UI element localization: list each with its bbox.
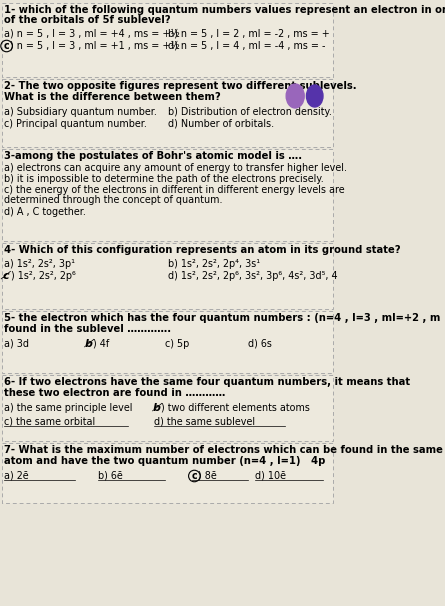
Text: ) two different elements atoms: ) two different elements atoms bbox=[161, 403, 310, 413]
Text: a) 3d: a) 3d bbox=[4, 339, 29, 349]
Text: c) the same orbital: c) the same orbital bbox=[4, 417, 95, 427]
Text: c̸: c̸ bbox=[4, 271, 10, 281]
Text: of the orbitals of 5f sublevel?: of the orbitals of 5f sublevel? bbox=[4, 15, 170, 25]
Text: d) 10ē: d) 10ē bbox=[255, 471, 287, 481]
Text: c: c bbox=[4, 41, 9, 51]
Text: b) Distribution of electron density.: b) Distribution of electron density. bbox=[167, 107, 332, 117]
Ellipse shape bbox=[307, 85, 323, 107]
Text: What is the difference between them?: What is the difference between them? bbox=[4, 92, 221, 102]
Text: 6- If two electrons have the same four quantum numbers, it means that: 6- If two electrons have the same four q… bbox=[4, 377, 410, 387]
Text: d) 6s: d) 6s bbox=[248, 339, 272, 349]
FancyBboxPatch shape bbox=[1, 79, 333, 147]
FancyBboxPatch shape bbox=[1, 3, 333, 77]
Text: atom and have the two quantum number (n=4 , l=1)   4p: atom and have the two quantum number (n=… bbox=[4, 456, 325, 466]
Text: 2- The two opposite figures represent two different sublevels.: 2- The two opposite figures represent tw… bbox=[4, 81, 356, 91]
Text: 1- which of the following quantum numbers values represent an electron in one: 1- which of the following quantum number… bbox=[4, 5, 445, 15]
Text: a) the same principle level: a) the same principle level bbox=[4, 403, 132, 413]
Text: b) n = 5 , l = 2 , ml = -2 , ms = +: b) n = 5 , l = 2 , ml = -2 , ms = + bbox=[167, 28, 329, 38]
Text: d) Number of orbitals.: d) Number of orbitals. bbox=[167, 119, 274, 129]
Text: c) the energy of the electrons in different in different energy levels are: c) the energy of the electrons in differ… bbox=[4, 185, 344, 195]
Text: b̸: b̸ bbox=[86, 339, 94, 349]
Text: determined through the concept of quantum.: determined through the concept of quantu… bbox=[4, 195, 222, 205]
Text: c) 5p: c) 5p bbox=[165, 339, 190, 349]
Text: 5- the electron which has the four quantum numbers : (n=4 , l=3 , ml=+2 , m: 5- the electron which has the four quant… bbox=[4, 313, 440, 323]
Text: 4- Which of this configuration represents an atom in its ground state?: 4- Which of this configuration represent… bbox=[4, 245, 400, 255]
FancyBboxPatch shape bbox=[1, 311, 333, 373]
Ellipse shape bbox=[286, 84, 304, 108]
Text: b) 1s², 2s², 2p⁴, 3s¹: b) 1s², 2s², 2p⁴, 3s¹ bbox=[167, 259, 259, 269]
Text: c: c bbox=[191, 471, 197, 481]
Text: d) A , C together.: d) A , C together. bbox=[4, 207, 85, 217]
Text: b) it is impossible to determine the path of the electrons precisely.: b) it is impossible to determine the pat… bbox=[4, 174, 324, 184]
Text: d) n = 5 , l = 4 , ml = -4 , ms = -: d) n = 5 , l = 4 , ml = -4 , ms = - bbox=[167, 41, 325, 51]
Text: b̸: b̸ bbox=[154, 403, 162, 413]
Text: these two electron are found in …………: these two electron are found in ………… bbox=[4, 388, 225, 398]
Text: d) 1s², 2s², 2p⁶, 3s², 3p⁶, 4s², 3d⁵, 4: d) 1s², 2s², 2p⁶, 3s², 3p⁶, 4s², 3d⁵, 4 bbox=[167, 271, 337, 281]
Text: b) 6ē: b) 6ē bbox=[97, 471, 122, 481]
Text: a) 2ē: a) 2ē bbox=[4, 471, 28, 481]
Text: found in the sublevel ………….: found in the sublevel …………. bbox=[4, 324, 171, 334]
FancyBboxPatch shape bbox=[1, 443, 333, 503]
Text: ) n = 5 , l = 3 , ml = +1 , ms = +½: ) n = 5 , l = 3 , ml = +1 , ms = +½ bbox=[10, 41, 179, 51]
Text: c) Principal quantum number.: c) Principal quantum number. bbox=[4, 119, 147, 129]
Text: ) 4f: ) 4f bbox=[93, 339, 109, 349]
Text: d) the same sublevel: d) the same sublevel bbox=[154, 417, 255, 427]
Text: a) Subsidiary quantum number.: a) Subsidiary quantum number. bbox=[4, 107, 157, 117]
Text: a) electrons can acquire any amount of energy to transfer higher level.: a) electrons can acquire any amount of e… bbox=[4, 163, 347, 173]
Text: 3-among the postulates of Bohr's atomic model is ….: 3-among the postulates of Bohr's atomic … bbox=[4, 151, 302, 161]
Text: ) 1s², 2s², 2p⁶: ) 1s², 2s², 2p⁶ bbox=[11, 271, 75, 281]
Text: a) 1s², 2s², 3p¹: a) 1s², 2s², 3p¹ bbox=[4, 259, 75, 269]
FancyBboxPatch shape bbox=[1, 149, 333, 241]
FancyBboxPatch shape bbox=[1, 243, 333, 309]
Text: a) n = 5 , l = 3 , ml = +4 , ms = +½: a) n = 5 , l = 3 , ml = +4 , ms = +½ bbox=[4, 28, 179, 38]
FancyBboxPatch shape bbox=[1, 375, 333, 441]
Text: 7- What is the maximum number of electrons which can be found in the same: 7- What is the maximum number of electro… bbox=[4, 445, 443, 455]
Text: ) 8ē: ) 8ē bbox=[198, 471, 216, 481]
